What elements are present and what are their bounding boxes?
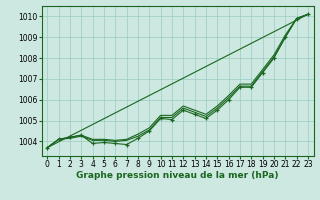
X-axis label: Graphe pression niveau de la mer (hPa): Graphe pression niveau de la mer (hPa) <box>76 171 279 180</box>
